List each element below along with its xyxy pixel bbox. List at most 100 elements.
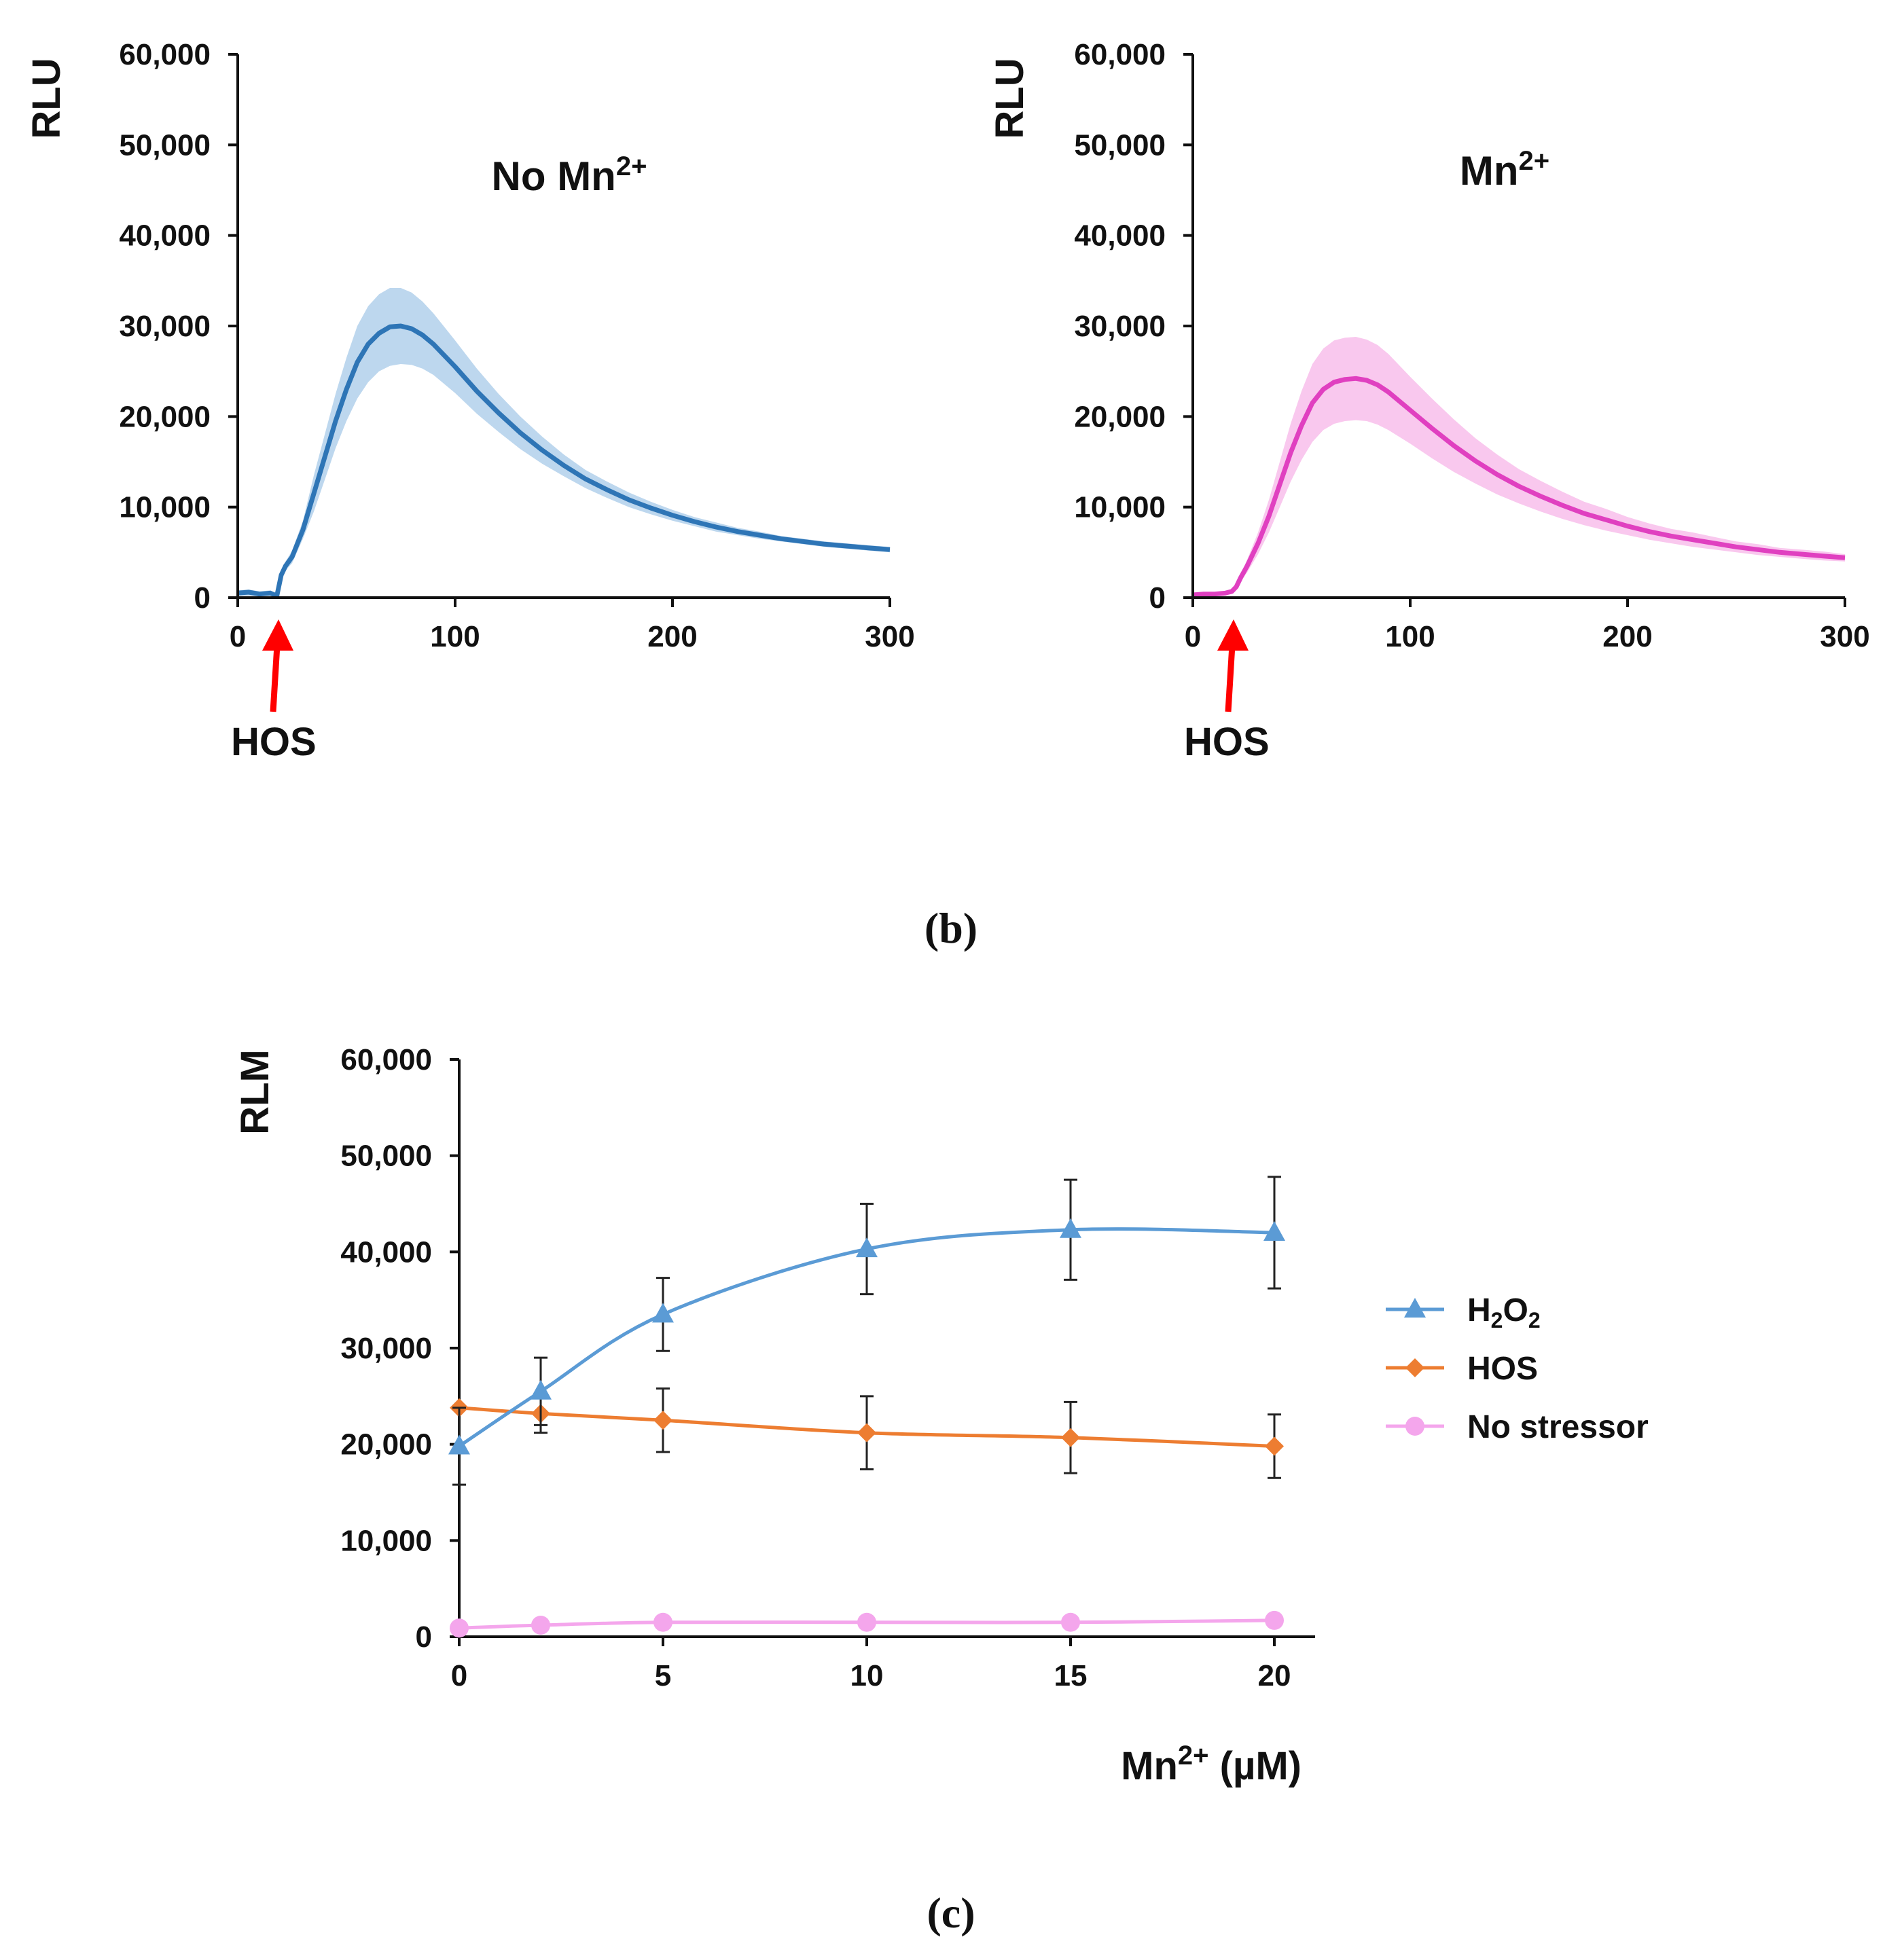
data-point (1265, 1436, 1284, 1456)
data-point (1265, 1610, 1284, 1630)
mean-line (237, 323, 891, 598)
legend: H2O2 HOS No stressor (1386, 1292, 1649, 1445)
x-tick-label: 200 (647, 620, 697, 653)
data-point (450, 1618, 469, 1638)
x-tick-label: 200 (1602, 620, 1652, 653)
hos-annotation: HOS (231, 619, 317, 764)
series-diamond (450, 1387, 1284, 1479)
data-point (1405, 1358, 1424, 1377)
data-point (530, 1379, 552, 1400)
series-triangle (448, 1176, 1285, 1486)
y-tick-label: 30,000 (340, 1332, 432, 1365)
legend-item: H2O2 (1386, 1292, 1541, 1332)
hos-label: HOS (231, 720, 317, 764)
data-point (1404, 1298, 1426, 1318)
y-tick-label: 10,000 (1074, 491, 1166, 524)
y-tick-label: 10,000 (119, 491, 211, 524)
legend-label: No stressor (1467, 1409, 1649, 1445)
y-tick-label: 60,000 (340, 1043, 432, 1076)
series-line (1192, 376, 1846, 598)
y-tick-label: 50,000 (340, 1140, 432, 1173)
y-tick-label: 20,000 (119, 400, 211, 433)
hos-label: HOS (1184, 720, 1270, 764)
data-point (857, 1612, 876, 1632)
y-tick-label: 60,000 (1074, 38, 1166, 71)
y-axis-label: RLM (233, 1049, 277, 1135)
chart-mn-dose: 0 10,000 20,000 30,000 40,000 50,000 60,000 0 5… (233, 1043, 1649, 1788)
caption-c: (c) (927, 1889, 975, 1937)
y-tick-label: 40,000 (119, 219, 211, 253)
y-tick-labels: 0 10,000 20,000 30,000 40,000 50,000 60,000 (119, 38, 211, 615)
series-circle (450, 1610, 1284, 1638)
data-point (1263, 1221, 1285, 1241)
error-band (238, 288, 890, 597)
data-point (653, 1411, 672, 1430)
axes (1183, 53, 1846, 607)
x-tick-label: 20 (1258, 1659, 1291, 1692)
chart-no-mn: 0 10,000 20,000 30,000 40,000 50,000 60,000 0 1… (24, 38, 915, 764)
hos-arrow-shaft (270, 645, 281, 712)
hos-arrow-head (262, 619, 293, 651)
data-point (856, 1237, 878, 1258)
confidence-band (1193, 337, 1845, 597)
data-point (1061, 1612, 1080, 1632)
y-tick-label: 20,000 (340, 1428, 432, 1462)
x-tick-label: 0 (230, 620, 246, 653)
y-tick-label: 30,000 (1074, 310, 1166, 343)
x-tick-label: 100 (430, 620, 480, 653)
caption-b: (b) (925, 904, 977, 952)
legend-item: HOS (1386, 1351, 1538, 1387)
x-tick-label: 100 (1385, 620, 1435, 653)
confidence-band (238, 288, 890, 597)
data-point (448, 1434, 470, 1455)
error-band (1193, 337, 1845, 597)
y-tick-label: 0 (416, 1620, 432, 1654)
chart-mn: 0 10,000 20,000 30,000 40,000 50,000 60,000 0 1… (988, 38, 1870, 764)
y-tick-label: 50,000 (1074, 128, 1166, 162)
data-point (531, 1616, 550, 1635)
x-tick-label: 0 (451, 1659, 467, 1692)
mean-line (1192, 376, 1846, 598)
y-axis-label: RLU (988, 58, 1032, 139)
series-group (448, 1176, 1285, 1638)
y-tick-labels: 0 10,000 20,000 30,000 40,000 50,000 60,000 (340, 1043, 432, 1654)
y-tick-label: 40,000 (1074, 219, 1166, 253)
data-point (1061, 1428, 1080, 1447)
y-tick-label: 20,000 (1074, 400, 1166, 433)
x-tick-labels: 0 100 200 300 (230, 620, 915, 653)
data-point (857, 1423, 876, 1442)
y-tick-labels: 0 10,000 20,000 30,000 40,000 50,000 60,000 (1074, 38, 1166, 615)
y-axis-label: RLU (24, 58, 69, 139)
x-tick-label: 300 (1820, 620, 1869, 653)
y-tick-label: 40,000 (340, 1235, 432, 1269)
x-tick-label: 5 (655, 1659, 671, 1692)
y-tick-label: 60,000 (119, 38, 211, 71)
series-line (237, 323, 891, 598)
x-tick-label: 0 (1185, 620, 1201, 653)
data-point (1405, 1417, 1424, 1436)
x-tick-label: 15 (1054, 1659, 1088, 1692)
hos-arrow-head (1217, 619, 1249, 651)
chart-title: Mn2+ (1460, 146, 1549, 194)
x-tick-label: 10 (850, 1659, 884, 1692)
legend-label: HOS (1467, 1351, 1538, 1387)
y-tick-label: 30,000 (119, 310, 211, 343)
legend-item: No stressor (1386, 1409, 1649, 1445)
x-tick-label: 300 (865, 620, 914, 653)
hos-annotation: HOS (1184, 619, 1270, 764)
data-point (1060, 1218, 1081, 1238)
data-point (652, 1303, 674, 1323)
hos-arrow-shaft (1225, 645, 1236, 712)
data-point (653, 1612, 672, 1632)
axes (228, 53, 891, 607)
x-tick-labels: 0 5 10 15 20 (451, 1659, 1291, 1692)
y-tick-label: 10,000 (340, 1524, 432, 1557)
x-axis-label: Mn2+ (µM) (1121, 1741, 1302, 1788)
y-tick-label: 0 (1149, 581, 1166, 615)
x-tick-labels: 0 100 200 300 (1185, 620, 1870, 653)
axes (450, 1058, 1315, 1646)
legend-label: H2O2 (1467, 1292, 1541, 1332)
y-tick-label: 50,000 (119, 128, 211, 162)
y-tick-label: 0 (194, 581, 211, 615)
